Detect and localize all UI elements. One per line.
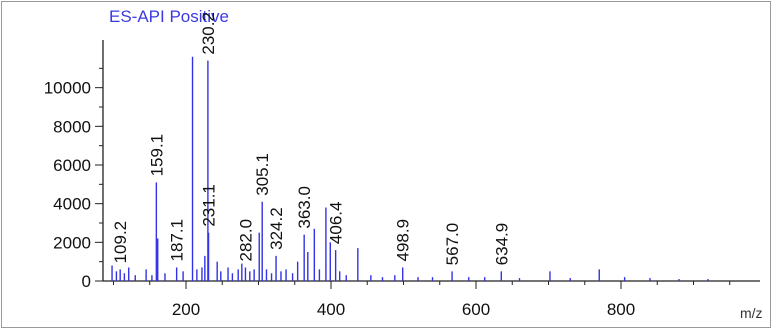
x-tick-label: 800 [607,300,635,319]
peak-label: 231.1 [200,184,219,227]
peak-label: 159.1 [147,134,166,177]
y-axis-ticks: 0 2000 4000 6000 8000 10000 [44,67,103,291]
peak-label: 109.2 [111,221,130,264]
peak-label: 406.4 [327,202,346,245]
peak-label: 305.1 [253,153,272,196]
peak-label: 363.0 [295,186,314,229]
spectrum-peaks [111,56,709,281]
peak-label: 498.9 [394,219,413,262]
peak-label: 324.2 [267,207,286,250]
y-tick-label: 10000 [44,79,91,98]
x-tick-label: 200 [172,300,200,319]
peak-labels: 109.2 159.1 187.1 230.2 231.1 282.0 305.1 324.2… [111,12,511,265]
y-tick-label: 2000 [53,233,91,252]
chart-title: ES-API Positive [109,7,229,26]
peak-label: 634.9 [492,223,511,266]
peak-label: 187.1 [168,219,187,262]
peak-label: 567.0 [443,223,462,266]
y-tick-label: 6000 [53,156,91,175]
x-axis-unit-label: m/z [740,305,763,321]
y-tick-label: 4000 [53,195,91,214]
peak-label: 282.0 [236,219,255,262]
y-tick-label: 8000 [53,117,91,136]
y-tick-label: 0 [82,272,91,291]
peak-label: 230.2 [199,12,218,55]
x-tick-label: 400 [317,300,345,319]
x-tick-label: 600 [462,300,490,319]
x-axis-ticks: 200 400 600 800 [113,281,731,319]
